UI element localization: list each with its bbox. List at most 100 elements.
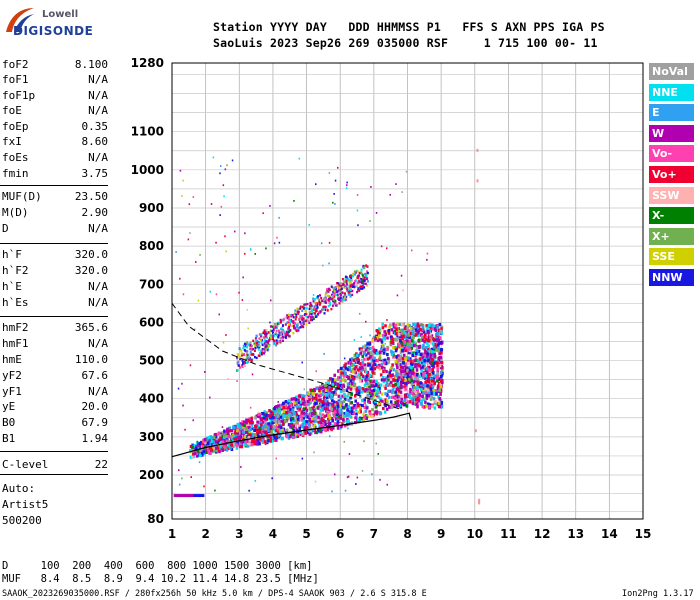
echo-point <box>322 396 326 400</box>
echo-point <box>425 380 428 384</box>
echo-point <box>437 377 441 381</box>
echo-point <box>223 445 226 449</box>
echo-point <box>437 338 440 343</box>
echo-point <box>375 351 379 355</box>
echo-point <box>233 434 236 438</box>
echo-point <box>374 337 377 341</box>
echo-point <box>247 436 251 440</box>
echo-point <box>326 411 329 415</box>
echo-point <box>192 419 194 422</box>
y-tick-label: 600 <box>139 315 164 329</box>
echo-point <box>249 344 252 347</box>
echo-point <box>439 329 442 333</box>
echo-point <box>440 325 444 329</box>
echo-point <box>439 392 442 396</box>
echo-point <box>231 159 234 162</box>
echo-point <box>390 352 393 355</box>
echo-point <box>252 339 255 342</box>
echo-point <box>403 398 407 402</box>
echo-point <box>208 438 211 442</box>
echo-point <box>390 373 394 378</box>
echo-point <box>321 406 324 410</box>
echo-point <box>323 407 327 411</box>
echo-point <box>267 414 271 418</box>
echo-point <box>389 193 391 196</box>
echo-point <box>427 394 431 398</box>
echo-point <box>285 333 288 336</box>
echo-point <box>374 399 377 404</box>
echo-point <box>428 368 431 372</box>
echo-point <box>278 216 280 219</box>
echo-point <box>400 385 403 389</box>
echo-point <box>431 383 434 387</box>
echo-point <box>190 476 192 478</box>
echo-point <box>396 294 399 297</box>
echo-point <box>297 414 301 418</box>
echo-point <box>348 409 351 413</box>
echo-point <box>424 376 427 380</box>
echo-point <box>329 396 333 400</box>
echo-point <box>385 380 389 384</box>
echo-point <box>221 431 224 435</box>
echo-point <box>282 419 285 423</box>
y-tick-label: 1280 <box>131 56 164 70</box>
echo-point <box>360 278 363 281</box>
echo-point <box>428 382 432 386</box>
echo-point <box>349 358 352 362</box>
echo-point <box>259 338 262 341</box>
echo-point <box>332 201 334 204</box>
echo-point <box>310 303 313 307</box>
echo-point <box>323 405 326 409</box>
echo-point <box>265 432 269 436</box>
echo-point <box>386 374 390 378</box>
echo-point <box>408 368 411 372</box>
echo-point <box>398 322 402 326</box>
echo-point <box>334 203 336 205</box>
echo-point <box>351 406 355 410</box>
echo-point <box>280 419 283 423</box>
echo-point <box>351 367 355 371</box>
echo-point <box>288 313 290 316</box>
echo-point <box>364 348 368 352</box>
echo-point <box>344 489 347 492</box>
echo-point <box>359 285 362 288</box>
y-tick-label: 500 <box>139 354 164 368</box>
echo-point <box>323 399 326 403</box>
echo-point <box>220 165 222 167</box>
echo-point <box>289 425 292 429</box>
echo-point <box>255 439 258 443</box>
echo-point <box>437 332 440 336</box>
echo-point <box>288 423 292 427</box>
echo-point <box>270 419 273 423</box>
param-separator <box>0 316 108 317</box>
echo-point <box>392 345 395 350</box>
echo-point <box>382 368 385 370</box>
echo-point <box>378 338 381 342</box>
param-name: foF2 <box>2 58 29 71</box>
echo-point <box>298 407 302 411</box>
echo-point <box>233 438 236 442</box>
echo-point <box>241 423 245 427</box>
param-row: hmF2 365.6 <box>2 321 108 336</box>
echo-point <box>326 396 329 400</box>
echo-point <box>219 172 221 175</box>
echo-point <box>339 292 342 296</box>
x-tick-label: 3 <box>235 527 243 541</box>
echo-point <box>365 320 367 323</box>
echo-point <box>334 179 337 182</box>
echo-point <box>409 357 412 361</box>
echo-point <box>256 432 259 436</box>
echo-point <box>260 335 263 338</box>
echo-point <box>263 337 266 340</box>
echo-point <box>397 362 401 366</box>
echo-point <box>297 432 300 436</box>
echo-point <box>191 445 194 449</box>
echo-point <box>267 422 271 426</box>
echo-point <box>321 408 324 412</box>
echo-point <box>382 378 385 382</box>
echo-point <box>317 420 321 424</box>
echo-point <box>321 299 324 302</box>
echo-point <box>248 356 251 359</box>
footer-d-label: D <box>2 560 9 572</box>
echo-point <box>328 385 332 390</box>
